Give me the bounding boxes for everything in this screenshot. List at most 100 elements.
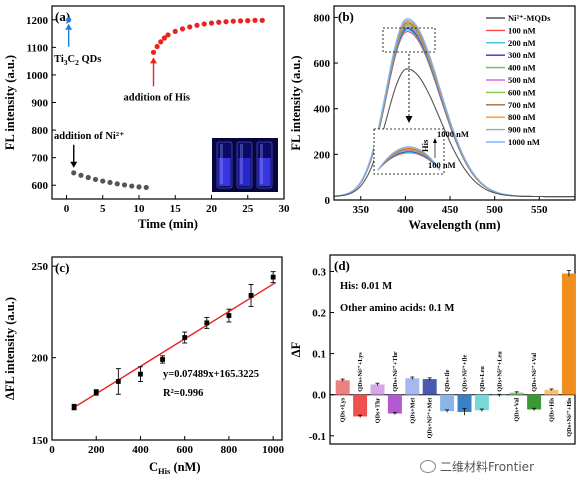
annotation-qds-part: QDs bbox=[79, 54, 101, 65]
arrowhead-ni bbox=[70, 161, 78, 168]
bar-label: QDs+Ni²⁺+Thr bbox=[392, 351, 399, 392]
y-tick-label-d: 0.2 bbox=[312, 308, 326, 320]
x-axis-label-c: CHis (nM) bbox=[149, 460, 201, 476]
vial-liquid bbox=[238, 158, 251, 186]
data-point-a bbox=[154, 43, 160, 50]
annotation-qds-sub: 2 bbox=[75, 58, 79, 67]
x-tick-label-c: 0 bbox=[49, 444, 55, 456]
data-point-c bbox=[204, 320, 210, 326]
legend-entry: 500 nM bbox=[508, 75, 536, 85]
x-tick-label-a: 30 bbox=[279, 203, 291, 215]
inset-arrowhead bbox=[433, 138, 437, 143]
spectrum-line bbox=[333, 31, 575, 198]
annotation-his: addition of His bbox=[124, 92, 191, 103]
bar-label: QDs+Ni²⁺+Val bbox=[531, 353, 538, 392]
zoom-arrowhead bbox=[405, 116, 413, 123]
data-point-c bbox=[71, 404, 77, 410]
data-point-a bbox=[121, 182, 128, 188]
panel-a: 0 5 10 15 20 25 30 600 700 800 900 1000 1100 1200 Time… bbox=[3, 5, 291, 231]
annotation-qds: Ti3C2 QDs bbox=[54, 54, 101, 67]
vial-glint bbox=[220, 144, 223, 184]
x-tick-label-c: 800 bbox=[221, 444, 238, 456]
bar bbox=[353, 394, 368, 417]
panel-label-d: (d) bbox=[334, 258, 350, 273]
data-point-a bbox=[92, 176, 99, 183]
data-point-a bbox=[114, 181, 120, 187]
bar bbox=[422, 379, 437, 395]
legend-entry: 300 nM bbox=[508, 50, 536, 60]
data-point-c bbox=[115, 379, 121, 384]
vial-liquid bbox=[258, 158, 271, 186]
y-tick-label-d: -0.1 bbox=[309, 431, 326, 443]
y-axis-label-b: FL intensity (a.u.) bbox=[289, 55, 303, 150]
y-tick-label-a: 900 bbox=[32, 98, 49, 110]
inset-label-bottom: 100 nM bbox=[428, 160, 456, 170]
bar bbox=[370, 384, 385, 395]
legend-note: His: 0.01 M bbox=[340, 281, 392, 292]
fit-line bbox=[71, 282, 276, 410]
bar-label: QDs+Lys bbox=[340, 397, 347, 422]
bar bbox=[474, 394, 489, 411]
data-point-a bbox=[216, 19, 222, 25]
data-point-a bbox=[259, 17, 265, 23]
fit-r2: R²=0.996 bbox=[163, 388, 203, 399]
y-tick-label-b: 0 bbox=[325, 195, 331, 207]
wechat-icon bbox=[420, 460, 436, 473]
legend-entry: 600 nM bbox=[508, 87, 536, 97]
legend-entry: 800 nM bbox=[508, 112, 536, 122]
bar bbox=[509, 392, 524, 395]
y-tick-label-b: 400 bbox=[314, 104, 331, 116]
panel-label-b: (b) bbox=[338, 9, 354, 24]
legend-note: Other amino acids: 0.1 M bbox=[340, 303, 455, 314]
annotation-qds-part: C bbox=[67, 54, 75, 65]
bar-label: QDs+Leu bbox=[479, 366, 486, 392]
data-point-a bbox=[201, 21, 207, 27]
data-point-c bbox=[138, 371, 143, 377]
panel-label-c: (c) bbox=[55, 260, 69, 275]
y-tick-label-a: 1000 bbox=[26, 70, 49, 82]
data-point-c bbox=[93, 390, 99, 395]
legend-entry: 900 nM bbox=[508, 125, 536, 135]
y-tick-label-a: 700 bbox=[32, 153, 49, 165]
legend-entry: 1000 nM bbox=[508, 137, 540, 147]
data-point-a bbox=[237, 18, 244, 24]
watermark: 二维材料Frontier bbox=[420, 458, 534, 475]
bar-label: QDs+Ile bbox=[444, 369, 451, 391]
x-tick-label-b: 450 bbox=[442, 204, 459, 216]
bar bbox=[561, 273, 576, 395]
x-tick-label-a: 20 bbox=[206, 203, 218, 215]
data-point-a bbox=[107, 179, 113, 186]
inset-photo bbox=[212, 138, 278, 192]
bar-label: QDs+Ni²⁺+Lys bbox=[357, 352, 364, 392]
data-point-a bbox=[85, 174, 91, 181]
inset-label-his: His bbox=[420, 139, 430, 152]
legend-entry: 200 nM bbox=[508, 38, 536, 48]
x-tick-label-a: 5 bbox=[100, 203, 106, 215]
plot-frame-b bbox=[333, 5, 576, 201]
bar bbox=[387, 394, 402, 414]
bar-label: QDs+Ni²⁺+Leu bbox=[496, 351, 503, 392]
y-tick-label-d: 0.1 bbox=[312, 349, 326, 361]
x-tick-label-a: 25 bbox=[242, 203, 254, 215]
x-tick-label-b: 350 bbox=[353, 204, 370, 216]
y-tick-label-b: 600 bbox=[314, 58, 331, 70]
y-axis-label-c: ΔFL intensity (a.u.) bbox=[3, 297, 17, 400]
data-point-a bbox=[252, 17, 258, 23]
watermark-text: 二维材料Frontier bbox=[440, 460, 535, 474]
panel-b: 350 400 450 500 550 0 200 400 600 800 Wavelength (… bbox=[289, 5, 576, 232]
data-point-a bbox=[71, 170, 77, 176]
x-axis-label-c-sub: His bbox=[158, 466, 171, 476]
data-point-a bbox=[100, 178, 106, 184]
zoom-box bbox=[382, 27, 436, 53]
data-point-a bbox=[143, 184, 149, 191]
x-axis-label-b: Wavelength (nm) bbox=[408, 218, 500, 232]
data-point-c bbox=[226, 313, 232, 318]
plot-frame-c bbox=[51, 256, 283, 441]
panel-d: -0.1 0.0 0.1 0.2 0.3 ΔF (d) His: 0.01 M Other am… bbox=[289, 254, 576, 445]
bar bbox=[440, 394, 455, 412]
data-point-a bbox=[208, 20, 215, 26]
y-tick-label-a: 1100 bbox=[27, 42, 49, 54]
annotation-ni: addition of Ni²⁺ bbox=[54, 131, 125, 142]
x-axis-label-a: Time (min) bbox=[138, 217, 198, 231]
